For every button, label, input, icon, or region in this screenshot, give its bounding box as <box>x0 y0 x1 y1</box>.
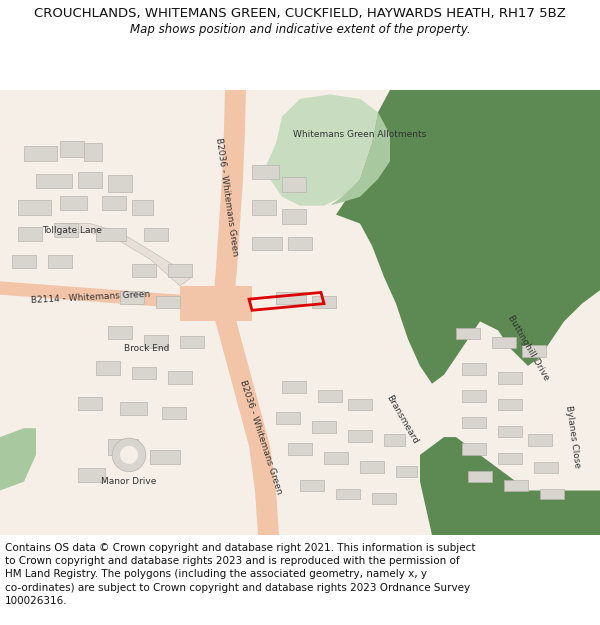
Bar <box>120 291 144 304</box>
Bar <box>108 174 132 192</box>
Bar <box>12 254 36 268</box>
Bar <box>252 237 282 250</box>
Text: B2036 - Whitemans Green: B2036 - Whitemans Green <box>238 379 284 496</box>
Bar <box>336 489 360 499</box>
Bar <box>396 466 417 477</box>
Bar <box>522 346 546 357</box>
Bar <box>300 480 324 491</box>
Bar <box>468 471 492 482</box>
Polygon shape <box>213 312 279 535</box>
Bar <box>384 434 405 446</box>
Text: Whitemans Green Allotments: Whitemans Green Allotments <box>293 130 427 139</box>
Polygon shape <box>336 90 600 384</box>
Text: B2036 - Whitemans Green: B2036 - Whitemans Green <box>214 137 239 257</box>
Bar <box>132 264 156 277</box>
Text: Bylanes Close: Bylanes Close <box>564 405 582 469</box>
Bar <box>456 328 480 339</box>
Bar <box>312 421 336 432</box>
Bar <box>498 453 522 464</box>
Bar <box>462 390 486 401</box>
Text: Manor Drive: Manor Drive <box>101 477 157 486</box>
Bar <box>120 402 147 415</box>
Circle shape <box>112 438 146 472</box>
Bar <box>102 196 126 210</box>
Text: Buttinghill Drive: Buttinghill Drive <box>506 314 550 382</box>
Bar <box>108 439 138 455</box>
Polygon shape <box>420 437 600 535</box>
Bar <box>324 452 348 464</box>
Polygon shape <box>180 286 252 321</box>
Bar <box>96 228 126 241</box>
Polygon shape <box>60 224 192 286</box>
Polygon shape <box>0 281 213 312</box>
Bar <box>156 296 180 308</box>
Bar <box>96 361 120 375</box>
Bar <box>252 201 276 214</box>
Polygon shape <box>264 94 378 206</box>
Text: Tollgate Lane: Tollgate Lane <box>42 226 102 234</box>
Bar <box>252 165 279 179</box>
Bar <box>504 480 528 491</box>
Bar <box>276 412 300 424</box>
Bar <box>282 177 306 192</box>
Text: Bransmeard: Bransmeard <box>385 393 419 446</box>
Bar <box>348 399 372 411</box>
Text: B2114 - Whitemans Green: B2114 - Whitemans Green <box>30 289 150 304</box>
Bar <box>150 449 180 464</box>
Text: Map shows position and indicative extent of the property.: Map shows position and indicative extent… <box>130 22 470 36</box>
Bar <box>36 174 72 188</box>
Bar <box>498 372 522 384</box>
Polygon shape <box>0 428 36 491</box>
Bar <box>108 326 132 339</box>
Bar <box>462 363 486 375</box>
Bar <box>498 399 522 411</box>
Bar <box>462 417 486 428</box>
Bar <box>24 146 57 161</box>
Bar <box>282 381 306 392</box>
Bar <box>84 143 102 161</box>
Bar <box>528 434 552 446</box>
Circle shape <box>120 446 138 464</box>
Bar <box>78 397 102 411</box>
Bar <box>318 390 342 401</box>
Text: CROUCHLANDS, WHITEMANS GREEN, CUCKFIELD, HAYWARDS HEATH, RH17 5BZ: CROUCHLANDS, WHITEMANS GREEN, CUCKFIELD,… <box>34 8 566 21</box>
Bar <box>168 371 192 384</box>
Bar <box>60 141 84 157</box>
Bar <box>132 367 156 379</box>
Bar <box>372 493 396 504</box>
Bar <box>312 296 336 308</box>
Bar <box>144 228 168 241</box>
Bar <box>78 468 105 482</box>
Bar <box>144 335 168 348</box>
Bar <box>18 227 42 241</box>
Bar <box>360 461 384 472</box>
Bar <box>492 336 516 348</box>
Bar <box>0 90 600 535</box>
Bar <box>60 196 87 210</box>
Bar <box>180 336 204 348</box>
Bar <box>498 426 522 437</box>
Bar <box>462 443 486 455</box>
Polygon shape <box>330 112 390 206</box>
Bar <box>540 489 564 499</box>
Bar <box>276 292 306 304</box>
Bar <box>132 201 153 214</box>
Bar <box>348 430 372 441</box>
Bar <box>288 237 312 250</box>
Bar <box>48 254 72 268</box>
Bar <box>162 407 186 419</box>
Bar <box>18 201 51 214</box>
Bar <box>168 264 192 277</box>
Text: Brock End: Brock End <box>124 344 170 352</box>
Bar <box>282 209 306 224</box>
Bar <box>288 443 312 455</box>
Bar <box>78 173 102 188</box>
Polygon shape <box>213 90 246 304</box>
Bar <box>534 462 558 472</box>
Bar <box>54 224 78 237</box>
Text: Contains OS data © Crown copyright and database right 2021. This information is : Contains OS data © Crown copyright and d… <box>5 543 476 606</box>
